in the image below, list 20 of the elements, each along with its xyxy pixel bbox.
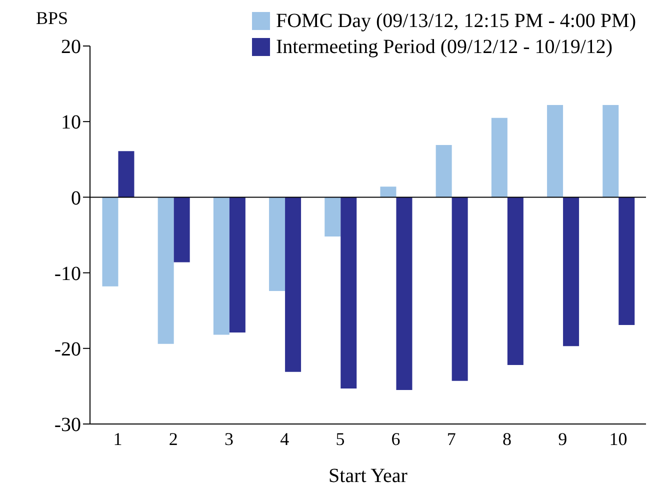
y-tick-label: 10 <box>61 112 81 134</box>
x-tick-label: 5 <box>336 428 345 449</box>
x-tick-label: 4 <box>280 428 290 449</box>
x-tick-label: 1 <box>113 428 122 449</box>
x-tick-label: 10 <box>609 428 628 449</box>
y-tick-label: -30 <box>54 414 81 436</box>
x-tick-label: 8 <box>502 428 512 449</box>
x-tick-label: 9 <box>558 428 568 449</box>
y-tick-label: 20 <box>61 36 81 58</box>
x-tick-label: 7 <box>446 428 456 449</box>
y-axis-title: BPS <box>36 8 68 29</box>
x-tick-label: 3 <box>224 428 234 449</box>
x-axis-title: Start Year <box>328 465 408 488</box>
x-tick-label: 6 <box>391 428 400 449</box>
y-tick-label: -10 <box>54 262 81 285</box>
x-tick-label: 2 <box>168 428 178 449</box>
y-tick-label: -20 <box>54 338 81 360</box>
legend-label: Intermeeting Period (09/12/12 - 10/19/12) <box>276 35 613 60</box>
legend-label: FOMC Day (09/13/12, 12:15 PM - 4:00 PM) <box>276 9 636 34</box>
y-tick-label: 0 <box>71 187 81 210</box>
